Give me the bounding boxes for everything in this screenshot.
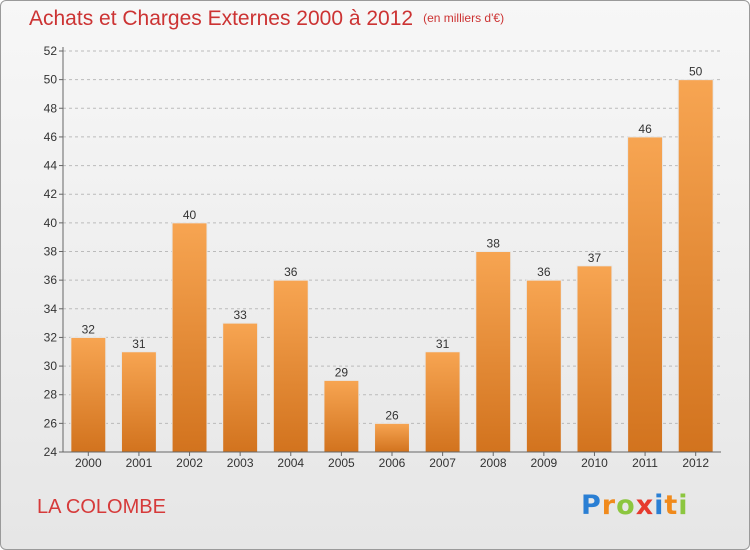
y-tick-label: 44	[44, 159, 58, 173]
y-tick-label: 26	[44, 416, 58, 430]
chart-title: Achats et Charges Externes 2000 à 2012 (e…	[29, 7, 504, 31]
data-label: 38	[487, 237, 501, 251]
x-tick-label: 2002	[176, 456, 203, 470]
y-tick-label: 28	[44, 388, 58, 402]
y-tick-label: 48	[44, 101, 58, 115]
proxiti-logo[interactable]: Proxiti	[581, 490, 689, 521]
y-tick-label: 24	[44, 445, 58, 459]
bar	[576, 265, 613, 453]
data-label: 50	[689, 65, 703, 79]
bar	[475, 251, 512, 453]
x-tick-label: 2001	[126, 456, 153, 470]
x-tick-label: 2008	[480, 456, 507, 470]
axes: 24 26 28 30 32 34 36 38 40 42 44 46 48 50 52 2000 2001 20…	[44, 44, 721, 470]
x-tick-label: 2003	[227, 456, 254, 470]
commune-name: LA COLOMBE	[37, 496, 166, 518]
bar	[222, 322, 259, 453]
bar	[677, 79, 714, 453]
data-label: 40	[183, 208, 197, 222]
bar	[323, 379, 360, 453]
logo-letter: t	[664, 490, 679, 521]
x-tick-label: 2010	[581, 456, 608, 470]
logo-letter: o	[616, 490, 636, 521]
x-tick-label: 2000	[75, 456, 102, 470]
y-tick-label: 30	[44, 359, 58, 373]
bar	[424, 351, 461, 453]
chart-title-unit: (en milliers d'€)	[423, 11, 505, 25]
y-tick-label: 42	[44, 187, 58, 201]
bar	[627, 136, 664, 453]
logo-letter: r	[601, 490, 617, 521]
y-tick-label: 38	[44, 245, 58, 259]
data-label: 37	[588, 251, 602, 265]
bar	[525, 279, 562, 453]
x-tick-label: 2011	[632, 456, 658, 470]
bar	[374, 422, 410, 453]
bar	[70, 336, 107, 453]
data-label: 31	[436, 337, 450, 351]
grid-lines	[63, 50, 721, 453]
data-label: 36	[284, 265, 298, 279]
labels: 32 31 40 33 36 29 26 31 38 36 37 46 50	[82, 65, 703, 423]
chart-title-main: Achats et Charges Externes 2000 à 2012	[29, 7, 414, 30]
x-tick-label: 2007	[429, 456, 456, 470]
x-tick-label: 2005	[328, 456, 355, 470]
data-label: 32	[82, 322, 96, 336]
x-tick-label: 2006	[379, 456, 406, 470]
x-tick-label: 2012	[682, 456, 709, 470]
bar	[120, 351, 157, 453]
data-label: 26	[385, 408, 399, 422]
y-tick-label: 46	[44, 130, 58, 144]
y-tick-label: 32	[44, 330, 58, 344]
x-tick-label: 2009	[530, 456, 557, 470]
data-label: 36	[537, 265, 551, 279]
data-label: 33	[233, 308, 247, 322]
data-label: 31	[132, 337, 146, 351]
bars	[70, 79, 714, 453]
bar	[171, 222, 208, 453]
logo-letter: i	[678, 490, 689, 521]
y-tick-label: 52	[44, 44, 58, 58]
logo-letter: i	[654, 490, 665, 521]
y-tick-label: 40	[44, 216, 58, 230]
logo-letter: P	[581, 490, 602, 521]
y-tick-label: 36	[44, 273, 58, 287]
y-tick-label: 50	[44, 73, 58, 87]
y-tick-label: 34	[44, 302, 58, 316]
data-label: 46	[638, 122, 652, 136]
x-tick-label: 2004	[277, 456, 304, 470]
logo-letter: x	[635, 490, 655, 521]
data-label: 29	[335, 365, 349, 379]
bar	[272, 279, 309, 453]
